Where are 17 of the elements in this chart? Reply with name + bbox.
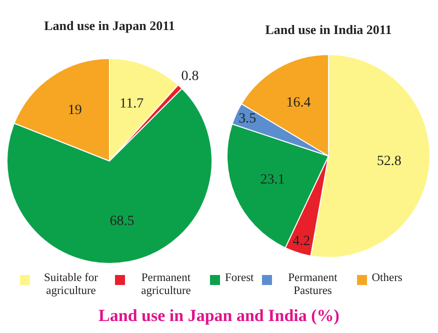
slice-label: Land use in India 2011 bbox=[264, 22, 393, 38]
legend-label: Others bbox=[372, 272, 402, 285]
legend-label: Forest bbox=[225, 272, 254, 285]
data-label: 19 bbox=[68, 102, 82, 118]
data-label: 23.1 bbox=[260, 172, 285, 188]
text: Land use in Japan and India (%) bbox=[98, 306, 340, 326]
slice-label: Land use in Japan 2011 bbox=[43, 18, 176, 34]
data-label: 68.5 bbox=[110, 214, 134, 229]
legend-label: Permanent agriculture bbox=[140, 272, 192, 298]
data-label: 11.7 bbox=[120, 96, 144, 112]
data-label: 0.8 bbox=[181, 68, 199, 84]
data-label: 16.4 bbox=[286, 96, 311, 111]
data-label: 4.2 bbox=[292, 234, 310, 249]
data-label: 52.8 bbox=[376, 154, 402, 170]
legend-label: Permanent Pastures bbox=[287, 272, 338, 298]
data-label: 3.5 bbox=[238, 111, 256, 126]
legend-label: Suitable for agriculture bbox=[43, 272, 99, 298]
